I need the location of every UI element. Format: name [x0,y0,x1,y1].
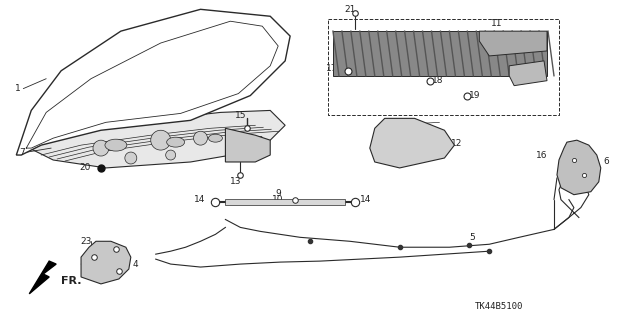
Polygon shape [225,199,345,204]
Circle shape [93,140,109,156]
Text: 20: 20 [79,163,91,173]
Ellipse shape [105,139,127,151]
Polygon shape [81,241,131,284]
Text: 17: 17 [326,64,338,73]
Text: 2: 2 [257,136,263,145]
Text: 3: 3 [257,149,263,158]
Text: 12: 12 [451,139,463,148]
Polygon shape [29,261,56,294]
Text: 1: 1 [15,84,21,93]
Text: 23: 23 [81,237,92,246]
Text: 4: 4 [133,260,138,269]
Text: 22: 22 [515,64,526,73]
Text: 18: 18 [431,76,443,85]
Text: 16: 16 [536,151,547,160]
Circle shape [151,130,171,150]
Circle shape [193,131,207,145]
Polygon shape [557,140,601,195]
Ellipse shape [166,137,184,147]
Text: 6: 6 [604,158,609,167]
Polygon shape [370,118,454,168]
Text: 7: 7 [19,148,25,157]
Text: 19: 19 [469,91,481,100]
Polygon shape [225,128,270,162]
Text: FR.: FR. [61,276,82,286]
Polygon shape [479,31,547,56]
Text: 13: 13 [230,177,241,186]
Polygon shape [509,61,547,85]
Ellipse shape [209,134,223,142]
Text: 21: 21 [344,5,356,14]
Text: 8: 8 [387,51,392,60]
Polygon shape [17,9,290,155]
Text: 15: 15 [235,111,246,120]
Text: 14: 14 [360,195,371,204]
Text: 14: 14 [194,195,205,204]
Polygon shape [333,31,547,76]
Text: 11: 11 [492,19,503,28]
Polygon shape [29,110,285,168]
Text: 10: 10 [273,195,284,204]
Text: 5: 5 [469,233,475,242]
Circle shape [166,150,175,160]
Circle shape [125,152,137,164]
Text: TK44B5100: TK44B5100 [474,302,523,311]
Text: 9: 9 [275,189,281,198]
